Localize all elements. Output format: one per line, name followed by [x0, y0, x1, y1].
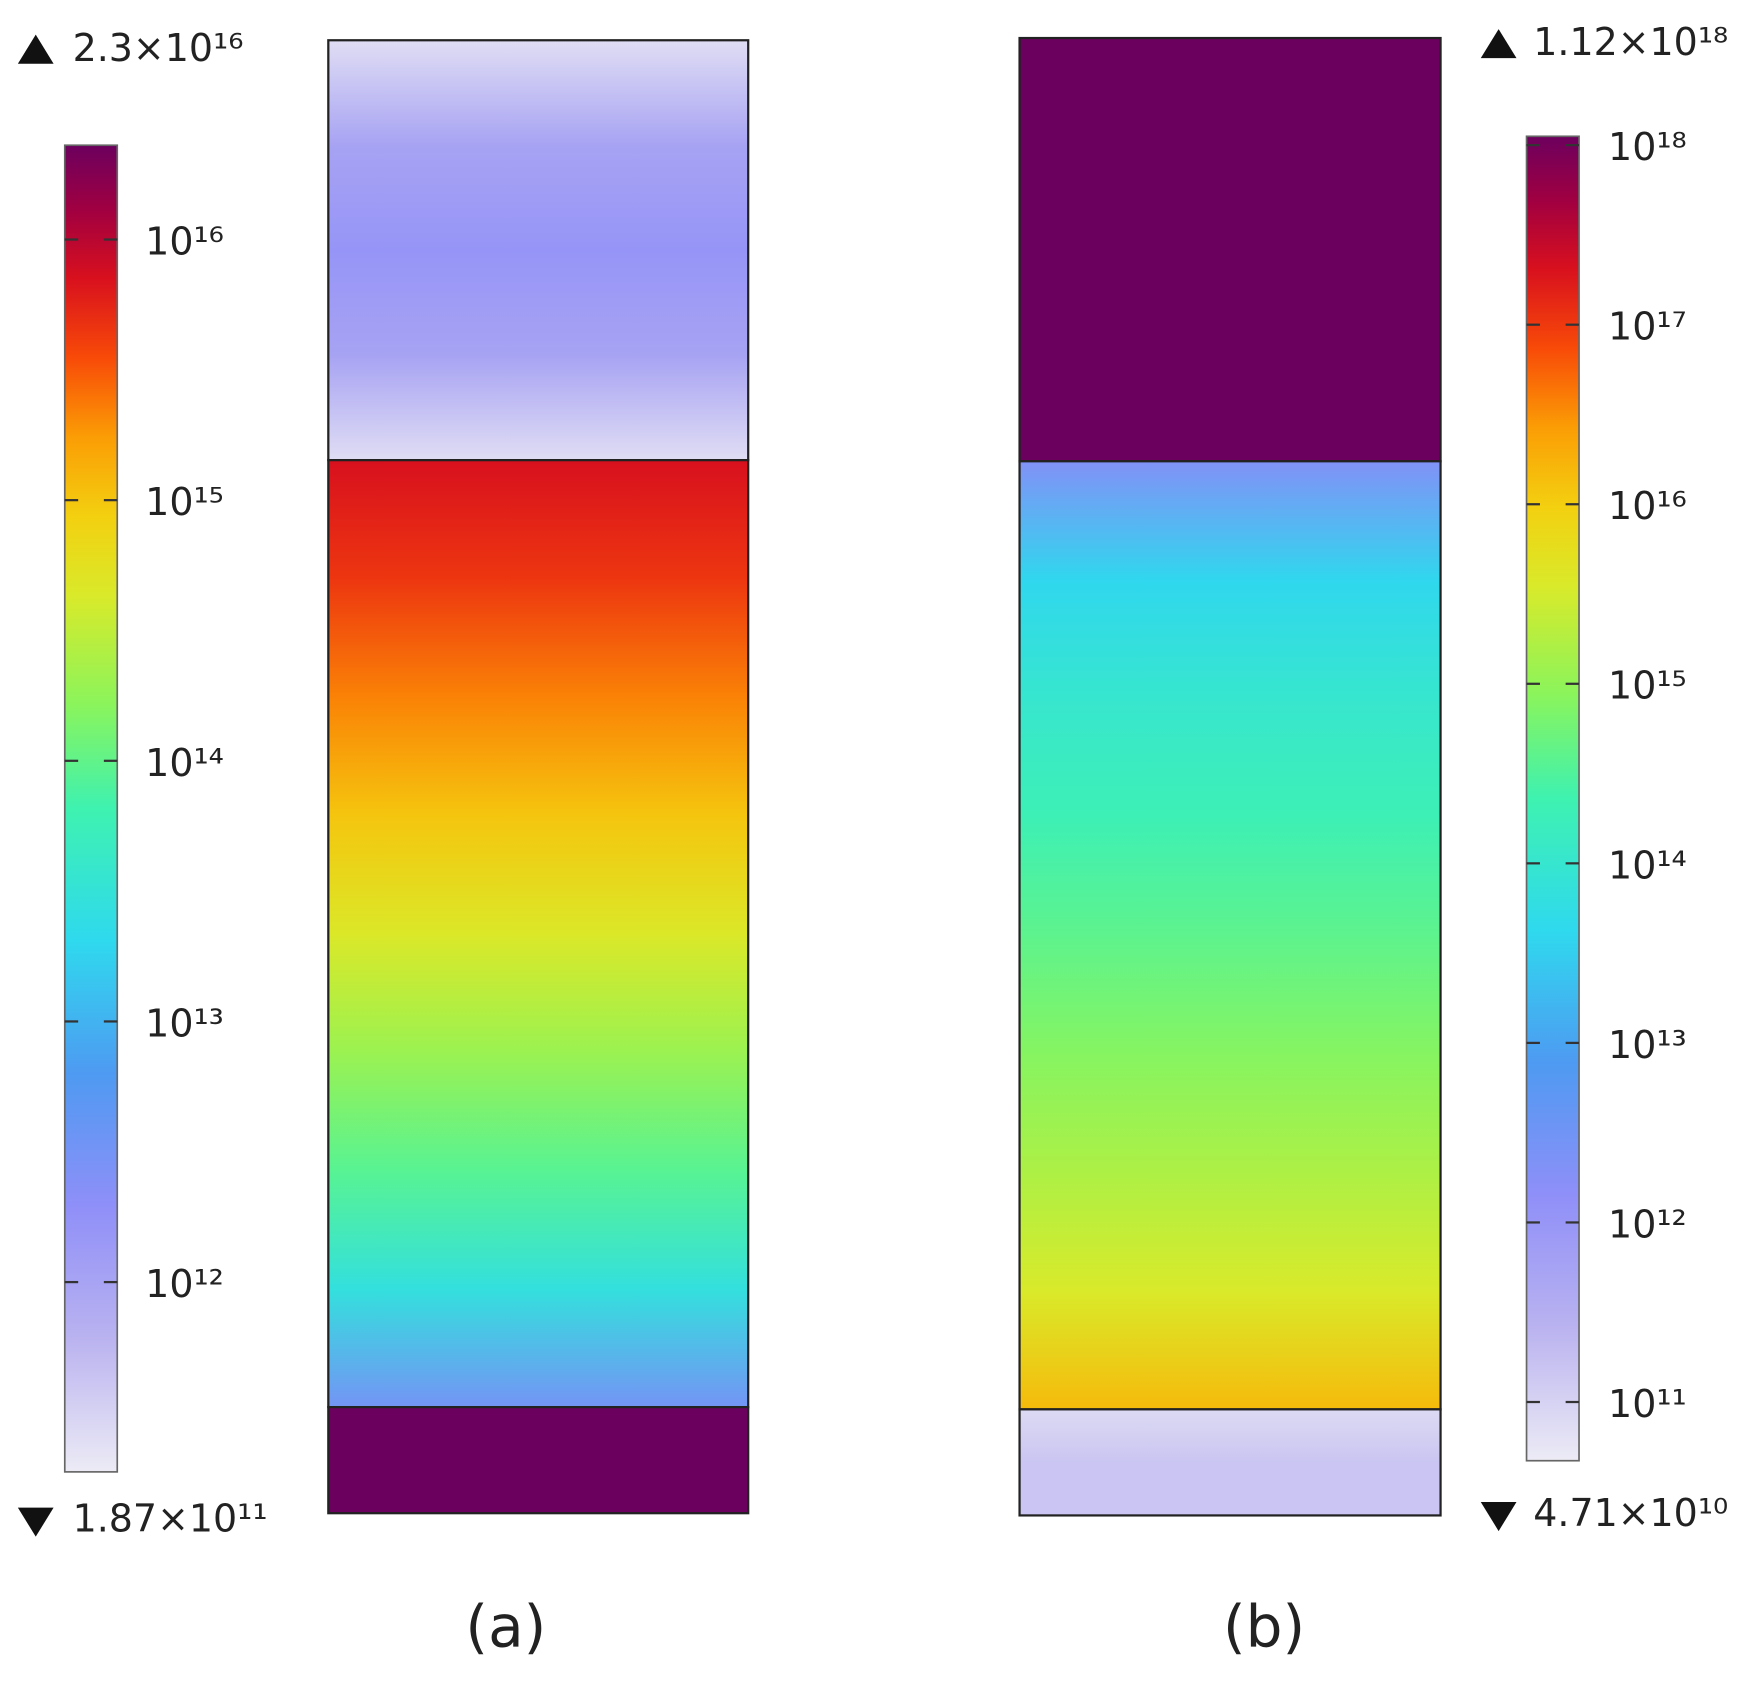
field-strip [1019, 1409, 1441, 1464]
field-strip [1019, 816, 1441, 936]
colorbar-tick-label: 10¹² [1608, 1202, 1687, 1246]
max-label: 1.12×10¹⁸ [1533, 20, 1728, 64]
colorbar-tick-label: 10¹¹ [1608, 1382, 1687, 1426]
field-strip [328, 145, 749, 251]
colorbar-tick-label: 10¹⁶ [1608, 484, 1687, 528]
colorbar-tick-label: 10¹⁵ [1608, 664, 1687, 708]
field-strip [1019, 1053, 1441, 1173]
max-marker [17, 34, 54, 64]
field-strip [328, 1407, 749, 1514]
colorbar-tick-label: 10¹⁷ [1608, 305, 1687, 349]
field-strip [328, 40, 749, 146]
field-strip [328, 1051, 749, 1172]
colorbar-tick-label: 10¹⁶ [145, 219, 224, 263]
field-strip [328, 355, 749, 461]
caption: (a) [465, 1593, 546, 1661]
colorbar-tick-label: 10¹³ [145, 1001, 224, 1045]
region-outline [1018, 1408, 1442, 1517]
field-strip [328, 815, 749, 935]
min-label: 4.71×10¹⁰ [1533, 1491, 1728, 1535]
field-strip [328, 250, 749, 356]
caption: (b) [1223, 1593, 1305, 1661]
field-strip [328, 1170, 749, 1290]
min-label: 1.87×10¹¹ [73, 1497, 268, 1541]
field-strip [1019, 461, 1441, 581]
field-strip [1019, 1172, 1441, 1292]
colorbar-tick-label: 10¹² [145, 1262, 224, 1306]
max-marker [1480, 29, 1517, 59]
field-strip [1019, 698, 1441, 818]
colorbar-tick-label: 10¹⁸ [1608, 125, 1687, 169]
colorbar [63, 144, 119, 1473]
min-marker [17, 1507, 54, 1537]
region-outline [327, 1405, 750, 1515]
field-strip [1019, 1462, 1441, 1517]
field-strip [328, 1288, 749, 1408]
field-strip [328, 696, 749, 816]
field-strip [328, 460, 749, 580]
colorbar [1525, 135, 1580, 1462]
colorbar-tick-label: 10¹⁴ [1608, 843, 1687, 887]
field-strip [1019, 579, 1441, 699]
field-strip [1019, 1290, 1441, 1411]
colorbar-tick-label: 10¹⁴ [145, 741, 224, 785]
field-strip [1019, 935, 1441, 1055]
field-strip [1019, 38, 1441, 462]
max-label: 2.3×10¹⁶ [73, 26, 244, 70]
colorbar-tick-label: 10¹⁵ [145, 480, 224, 524]
min-marker [1480, 1502, 1517, 1532]
colorbar-tick-label: 10¹³ [1608, 1023, 1687, 1067]
field-strip [328, 578, 749, 698]
field-strip [328, 933, 749, 1053]
